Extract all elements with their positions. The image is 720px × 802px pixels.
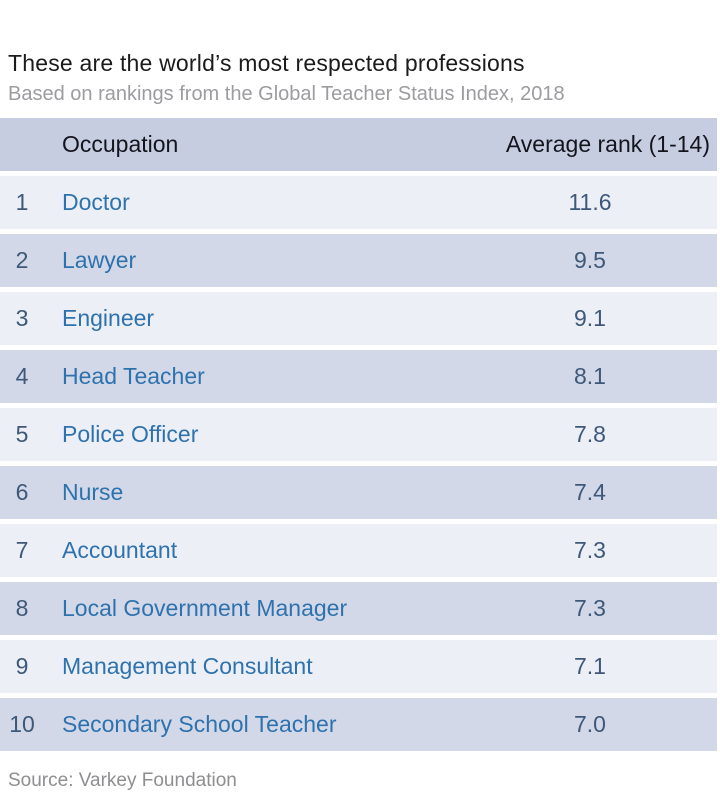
row-rank-number: 5	[15, 421, 29, 447]
row-average-rank-value: 9.1	[574, 305, 606, 331]
table-rows: 1 Doctor 11.6 2 Lawyer 9.5 3 Engineer 9.…	[0, 176, 717, 751]
row-rank-number: 1	[15, 189, 29, 215]
table-row: 7 Accountant 7.3	[0, 524, 717, 577]
table-row: 9 Management Consultant 7.1	[0, 640, 717, 693]
table-row: 5 Police Officer 7.8	[0, 408, 717, 461]
row-rank-number: 9	[15, 653, 29, 679]
row-average-rank-value: 7.0	[574, 711, 606, 737]
row-rank-number: 3	[15, 305, 29, 331]
row-occupation-label: Management Consultant	[62, 653, 313, 679]
row-average-rank-value: 9.5	[574, 247, 606, 273]
column-header-average-rank: Average rank (1-14)	[505, 131, 710, 157]
row-occupation-label: Nurse	[62, 479, 124, 505]
row-average-rank-value: 7.3	[574, 537, 606, 563]
row-average-rank-value: 7.8	[574, 421, 606, 447]
row-occupation-label: Doctor	[62, 189, 130, 215]
table-row: 6 Nurse 7.4	[0, 466, 717, 519]
row-rank-number: 10	[9, 711, 35, 737]
column-header-occupation: Occupation	[62, 131, 179, 157]
row-rank-number: 4	[15, 363, 29, 389]
row-average-rank-value: 8.1	[574, 363, 606, 389]
table-row: 8 Local Government Manager 7.3	[0, 582, 717, 635]
row-average-rank-value: 11.6	[568, 189, 612, 215]
row-occupation-label: Head Teacher	[62, 363, 205, 389]
row-rank-number: 7	[15, 537, 29, 563]
row-average-rank-value: 7.3	[574, 595, 606, 621]
row-occupation-label: Accountant	[62, 537, 178, 563]
row-average-rank-value: 7.4	[574, 479, 606, 505]
row-occupation-label: Lawyer	[62, 247, 137, 273]
professions-table: Occupation Average rank (1-14) 1 Doctor …	[0, 118, 717, 756]
row-occupation-label: Local Government Manager	[62, 595, 348, 621]
row-occupation-label: Engineer	[62, 305, 155, 331]
row-rank-number: 6	[15, 479, 29, 505]
page-title: These are the world’s most respected pro…	[8, 50, 525, 76]
row-occupation-label: Secondary School Teacher	[62, 711, 337, 737]
page-subtitle: Based on rankings from the Global Teache…	[8, 83, 565, 105]
table-row: 4 Head Teacher 8.1	[0, 350, 717, 403]
table-row: 10 Secondary School Teacher 7.0	[0, 698, 717, 751]
table-header-row: Occupation Average rank (1-14)	[0, 118, 717, 171]
row-occupation-label: Police Officer	[62, 421, 199, 447]
row-average-rank-value: 7.1	[574, 653, 606, 679]
table-row: 3 Engineer 9.1	[0, 292, 717, 345]
table-row: 1 Doctor 11.6	[0, 176, 717, 229]
row-rank-number: 8	[15, 595, 29, 621]
table-row: 2 Lawyer 9.5	[0, 234, 717, 287]
source-attribution: Source: Varkey Foundation	[8, 770, 237, 791]
row-rank-number: 2	[15, 247, 29, 273]
